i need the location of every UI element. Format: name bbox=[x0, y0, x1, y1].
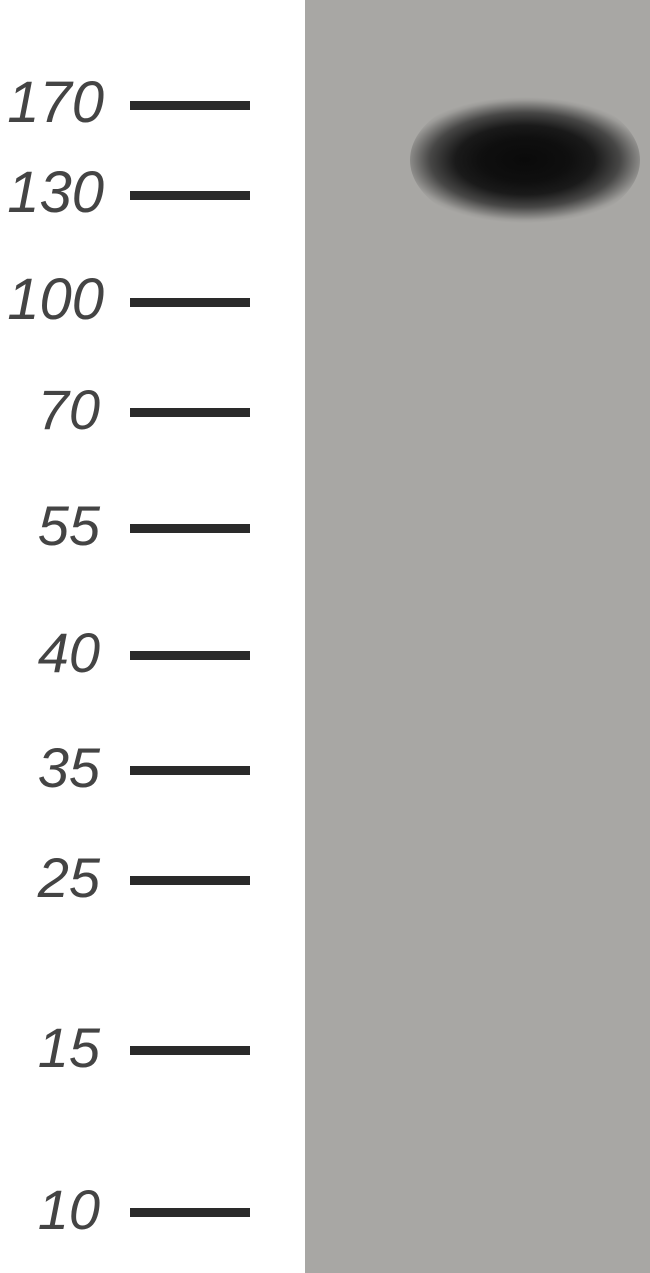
marker-tick-15 bbox=[130, 1046, 250, 1055]
marker-label-130: 130 bbox=[4, 159, 104, 226]
marker-tick-70 bbox=[130, 408, 250, 417]
protein-band-0 bbox=[410, 90, 640, 230]
marker-label-10: 10 bbox=[25, 1177, 100, 1242]
marker-label-55: 55 bbox=[25, 493, 100, 558]
marker-label-25: 25 bbox=[25, 845, 100, 910]
marker-label-35: 35 bbox=[25, 735, 100, 800]
marker-tick-130 bbox=[130, 191, 250, 200]
marker-tick-100 bbox=[130, 298, 250, 307]
molecular-weight-ladder: 170 130 100 70 55 40 35 25 15 10 bbox=[0, 0, 305, 1273]
marker-tick-40 bbox=[130, 651, 250, 660]
blot-lane bbox=[305, 0, 650, 1273]
marker-label-170: 170 bbox=[4, 69, 104, 136]
marker-tick-35 bbox=[130, 766, 250, 775]
marker-label-40: 40 bbox=[25, 620, 100, 685]
marker-tick-55 bbox=[130, 524, 250, 533]
marker-tick-10 bbox=[130, 1208, 250, 1217]
marker-label-15: 15 bbox=[25, 1015, 100, 1080]
marker-tick-25 bbox=[130, 876, 250, 885]
marker-label-70: 70 bbox=[25, 377, 100, 442]
marker-tick-170 bbox=[130, 101, 250, 110]
marker-label-100: 100 bbox=[4, 266, 104, 333]
